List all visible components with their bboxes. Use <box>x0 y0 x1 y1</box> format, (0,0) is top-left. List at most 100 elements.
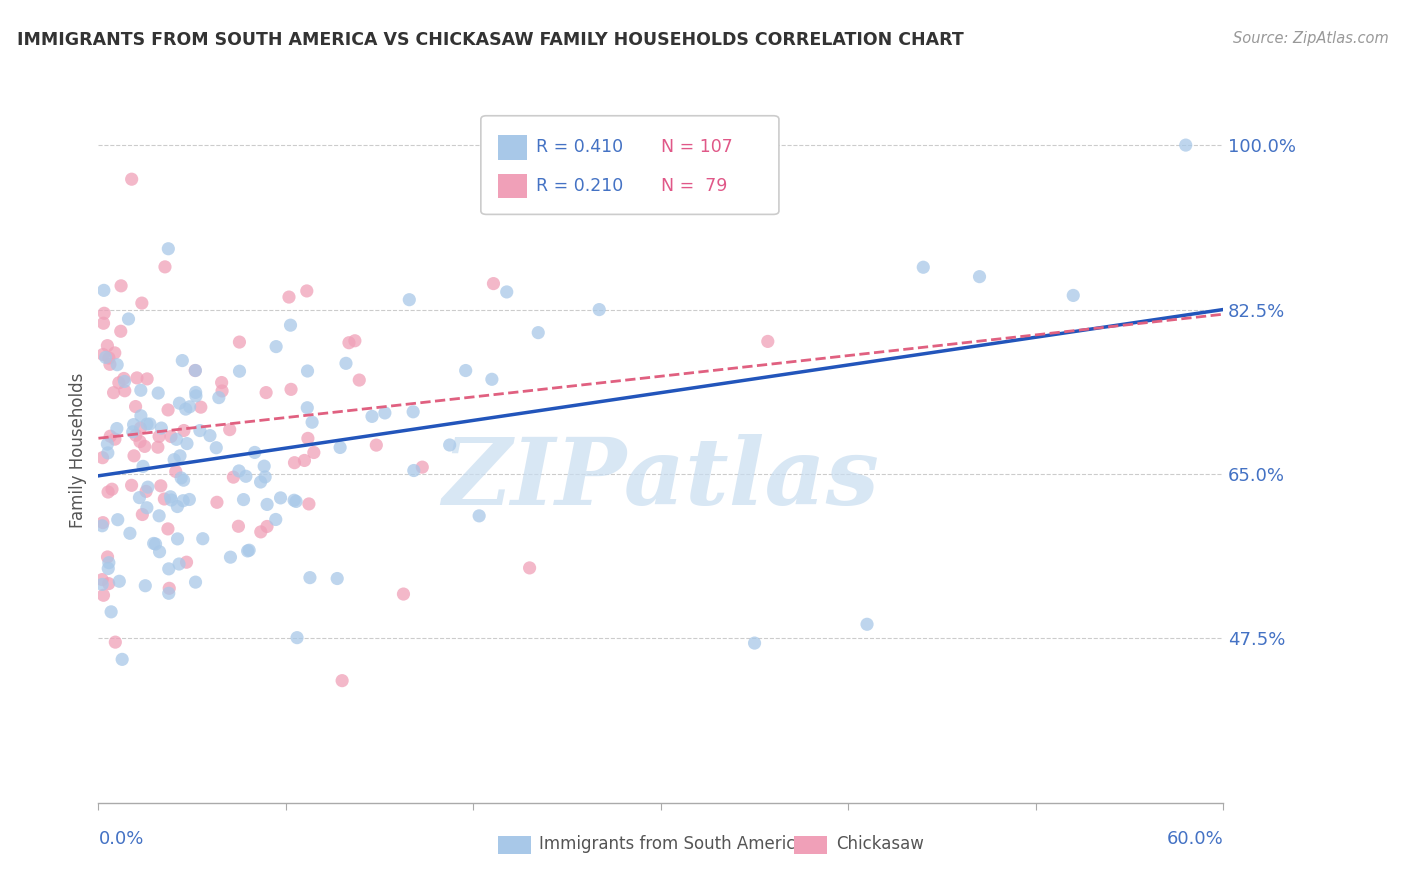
Point <box>105 358 128 372</box>
Point <box>156 522 179 536</box>
Point <box>468 508 491 523</box>
Point <box>264 512 287 526</box>
Point <box>125 371 148 385</box>
Point <box>114 384 136 398</box>
Point <box>145 537 167 551</box>
Point <box>969 269 991 284</box>
Point <box>588 302 610 317</box>
Text: IMMIGRANTS FROM SOUTH AMERICA VS CHICKASAW FAMILY HOUSEHOLDS CORRELATION CHART: IMMIGRANTS FROM SOUTH AMERICA VS CHICKAS… <box>17 31 963 49</box>
Point <box>124 400 146 414</box>
Point <box>219 550 242 565</box>
Point <box>349 373 371 387</box>
Point <box>97 556 120 570</box>
Point <box>91 518 114 533</box>
Text: N =  79: N = 79 <box>661 177 727 194</box>
Point <box>148 386 170 401</box>
Point <box>254 470 277 484</box>
Point <box>117 312 139 326</box>
Point <box>114 375 136 389</box>
Point <box>125 428 148 442</box>
Point <box>228 464 250 478</box>
Point <box>169 449 191 463</box>
Point <box>856 617 879 632</box>
Point <box>157 403 180 417</box>
Point <box>157 582 180 596</box>
Point <box>211 376 233 390</box>
Point <box>169 396 191 410</box>
Point <box>302 445 325 459</box>
Point <box>343 334 366 348</box>
Point <box>136 372 159 386</box>
Point <box>97 446 120 460</box>
Point <box>105 421 128 435</box>
Point <box>228 334 250 349</box>
Point <box>191 532 214 546</box>
Point <box>335 356 357 370</box>
Point <box>157 586 180 600</box>
Point <box>104 432 127 446</box>
Point <box>173 424 195 438</box>
Point <box>205 495 228 509</box>
Point <box>129 421 152 435</box>
Point <box>148 429 170 443</box>
Point <box>392 587 415 601</box>
Point <box>249 475 271 489</box>
Point <box>184 575 207 590</box>
Point <box>527 326 550 340</box>
Point <box>174 402 197 417</box>
Point <box>160 493 183 508</box>
Bar <box>793 836 827 854</box>
Point <box>91 516 114 530</box>
Point <box>121 425 143 439</box>
Point <box>256 519 278 533</box>
Point <box>439 438 461 452</box>
Point <box>283 493 305 508</box>
Point <box>129 434 152 449</box>
Point <box>1062 288 1084 302</box>
Point <box>295 284 318 298</box>
Point <box>165 465 187 479</box>
Point <box>179 492 201 507</box>
Point <box>256 498 278 512</box>
Point <box>337 335 360 350</box>
Point <box>98 357 121 371</box>
Point <box>153 260 176 274</box>
Bar <box>498 836 531 854</box>
Point <box>122 449 145 463</box>
Point <box>264 340 287 354</box>
Text: N = 107: N = 107 <box>661 138 733 156</box>
Point <box>326 572 349 586</box>
Point <box>129 409 152 423</box>
Text: R = 0.210: R = 0.210 <box>536 177 623 194</box>
Point <box>184 385 207 400</box>
Point <box>249 524 271 539</box>
Point <box>139 417 162 431</box>
Point <box>280 318 302 333</box>
Bar <box>498 136 527 161</box>
Point <box>153 491 176 506</box>
Point <box>283 456 305 470</box>
Point <box>298 571 321 585</box>
Point <box>294 453 316 467</box>
Point <box>208 391 231 405</box>
Point <box>270 491 292 505</box>
Text: Immigrants from South America: Immigrants from South America <box>540 836 806 854</box>
Point <box>172 493 194 508</box>
Point <box>94 351 117 365</box>
Point <box>176 436 198 450</box>
Point <box>297 364 319 378</box>
Point <box>93 306 115 320</box>
Point <box>157 242 180 256</box>
Point <box>329 441 352 455</box>
Y-axis label: Family Households: Family Households <box>69 373 87 528</box>
Point <box>132 459 155 474</box>
Point <box>402 463 425 477</box>
Point <box>243 445 266 459</box>
Point <box>93 588 115 602</box>
Point <box>91 450 114 465</box>
Point <box>1174 138 1197 153</box>
Point <box>301 415 323 429</box>
Point <box>150 421 173 435</box>
Point <box>129 384 152 398</box>
Point <box>91 573 114 587</box>
